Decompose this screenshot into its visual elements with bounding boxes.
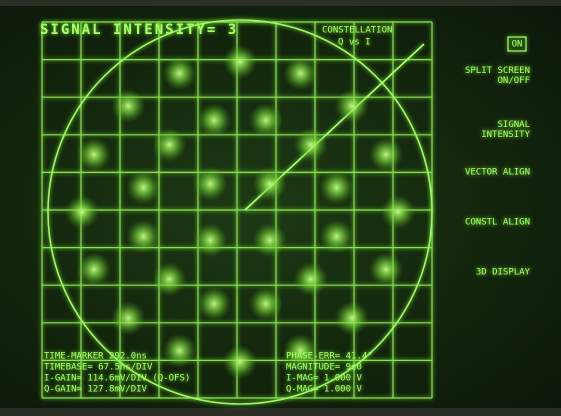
softkey-label[interactable]: SIGNAL INTENSITY xyxy=(481,120,530,140)
constellation-points xyxy=(65,44,415,380)
symbol-cloud xyxy=(126,170,161,205)
symbol-cloud xyxy=(126,219,161,254)
symbol-cloud xyxy=(319,219,354,254)
status-line: TIMEBASE= 67.5ns/DIV xyxy=(44,363,153,373)
symbol-cloud xyxy=(283,333,318,368)
softkey-label[interactable]: SPLIT SCREEN ON/OFF xyxy=(465,66,530,86)
bezel xyxy=(0,0,561,6)
symbol-cloud xyxy=(334,301,369,336)
symbol-cloud xyxy=(252,166,287,201)
symbol-cloud xyxy=(77,252,112,287)
symbol-cloud xyxy=(193,223,228,258)
status-line: MAGNITUDE= 9e0 xyxy=(286,363,362,373)
status-line: TIME-MARKER 292.0ns xyxy=(44,352,147,362)
softkey-label[interactable]: ON xyxy=(512,40,523,50)
bezel xyxy=(0,408,561,416)
symbol-cloud xyxy=(193,166,228,201)
symbol-cloud xyxy=(293,127,328,162)
symbol-cloud xyxy=(162,333,197,368)
symbol-cloud xyxy=(162,56,197,91)
symbol-cloud xyxy=(248,286,283,321)
status-line: PHASE-ERR= 41.4° xyxy=(286,352,373,362)
symbol-cloud xyxy=(152,127,187,162)
softkey-label[interactable]: CONSTL ALIGN xyxy=(465,218,530,228)
symbol-cloud xyxy=(152,262,187,297)
softkey-menu: ON SPLIT SCREEN ON/OFF SIGNAL INTENSITY VECTO… xyxy=(465,36,531,278)
symbol-cloud xyxy=(111,301,146,336)
symbol-cloud xyxy=(381,195,415,229)
symbol-cloud xyxy=(283,56,318,91)
softkey-label[interactable]: VECTOR ALIGN xyxy=(465,168,530,178)
symbol-cloud xyxy=(197,103,232,138)
mode-detail: Q vs I xyxy=(338,38,371,48)
symbol-cloud xyxy=(368,137,403,172)
status-line: Q-MAG= 1.000 V xyxy=(286,385,362,395)
status-line: I-MAG= 1.000 V xyxy=(286,374,362,384)
title: SIGNAL INTENSITY= 3 xyxy=(40,22,238,38)
softkey-label[interactable]: 3D DISPLAY xyxy=(476,268,531,278)
symbol-cloud xyxy=(77,137,112,172)
symbol-cloud xyxy=(65,195,99,229)
softkey-box xyxy=(507,36,527,52)
status-line: Q-GAIN= 127.8mV/DIV xyxy=(44,385,148,395)
symbol-cloud xyxy=(223,345,257,380)
unit-circle xyxy=(47,19,433,405)
symbol-cloud xyxy=(368,252,403,287)
symbol-cloud xyxy=(111,88,146,123)
symbol-cloud xyxy=(334,88,369,123)
symbol-cloud xyxy=(252,223,287,258)
mode: CONSTELLATION xyxy=(322,26,392,36)
symbol-cloud xyxy=(197,286,232,321)
symbol-cloud xyxy=(248,103,283,138)
symbol-cloud xyxy=(293,262,328,297)
symbol-cloud xyxy=(223,44,257,79)
symbol-cloud xyxy=(319,170,354,205)
status-line: I-GAIN= 114.6mV/DIV (Q-OFS) xyxy=(44,374,190,384)
